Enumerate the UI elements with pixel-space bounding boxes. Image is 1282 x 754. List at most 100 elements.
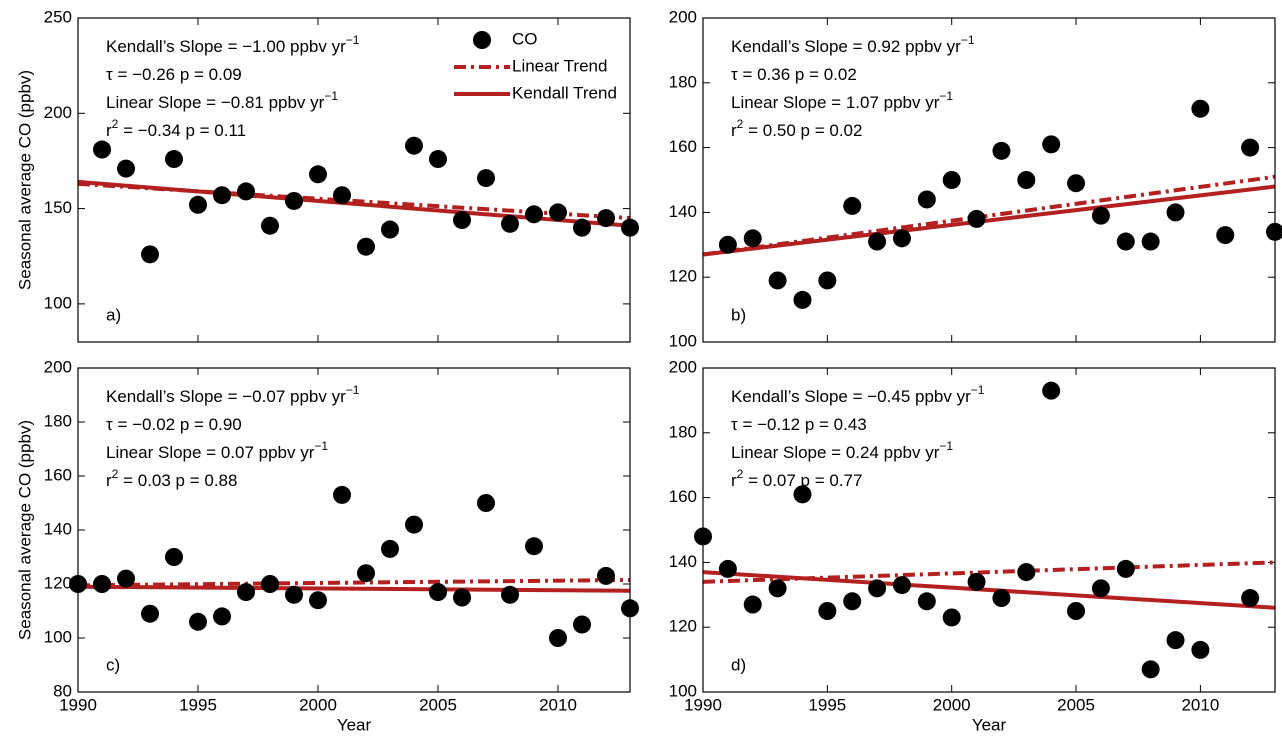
- annotation-text: Linear Slope = 0.24 ppbv yr: [731, 443, 940, 462]
- x-tick-label: 2010: [1181, 695, 1219, 714]
- data-point: [165, 150, 183, 169]
- data-point: [333, 186, 351, 205]
- data-point: [333, 485, 351, 504]
- annotation: τ = 0.36 p = 0.02: [731, 65, 857, 84]
- annotation: r2 = 0.07 p = 0.77: [731, 467, 862, 490]
- data-point: [992, 141, 1011, 160]
- y-tick-label: 80: [53, 681, 72, 700]
- trend-line: [78, 577, 630, 588]
- axes-frame: [702, 367, 1276, 693]
- data-point: [718, 559, 737, 578]
- superscript: −1: [961, 33, 975, 47]
- data-point: [573, 218, 591, 237]
- data-point: [793, 485, 812, 504]
- superscript: 2: [737, 117, 744, 131]
- data-point: [843, 592, 862, 611]
- data-point: [453, 588, 471, 607]
- data-point: [1241, 589, 1260, 608]
- data-point: [1067, 602, 1086, 620]
- y-tick-label: 100: [44, 293, 72, 312]
- annotation-text: Linear Slope = 1.07 ppbv yr: [731, 93, 940, 112]
- data-point: [818, 271, 837, 290]
- x-tick-label: 2005: [419, 695, 457, 714]
- panel-label: a): [106, 305, 121, 324]
- annotation-text: τ = −0.02 p = 0.90: [106, 415, 242, 434]
- panel-label: d): [731, 655, 746, 674]
- annotation: Kendall’s Slope = 0.92 ppbv yr−1: [731, 33, 975, 56]
- data-point: [405, 515, 423, 534]
- data-point: [967, 209, 986, 228]
- axes-frame: [702, 17, 1276, 343]
- annotation-text: r: [106, 121, 112, 140]
- data-point: [525, 205, 543, 224]
- data-point: [573, 615, 591, 634]
- superscript: −1: [971, 383, 985, 397]
- data-point: [892, 576, 911, 595]
- data-point: [285, 191, 303, 210]
- data-point: [309, 165, 327, 184]
- annotation-text: r: [731, 121, 737, 140]
- data-point: [237, 182, 255, 201]
- x-tick-label: 2000: [933, 695, 971, 714]
- superscript: −1: [314, 439, 328, 453]
- data-point: [357, 237, 375, 256]
- annotation-text: Kendall’s Slope = −0.07 ppbv yr: [106, 387, 346, 406]
- data-point: [117, 569, 135, 588]
- y-tick-label: 120: [44, 573, 72, 592]
- annotation-text: τ = −0.12 p = 0.43: [731, 415, 867, 434]
- data-point: [501, 214, 519, 233]
- trend-line: [703, 174, 1275, 257]
- annotation: Kendall’s Slope = −0.45 ppbv yr−1: [731, 383, 985, 406]
- annotation-text: r: [106, 471, 112, 490]
- annotation-text: τ = −0.26 p = 0.09: [106, 65, 242, 84]
- data-point: [501, 585, 519, 604]
- annotation-text: τ = 0.36 p = 0.02: [731, 65, 857, 84]
- data-point: [917, 190, 936, 209]
- superscript: 2: [112, 117, 119, 131]
- data-point: [477, 494, 495, 512]
- y-tick-label: 140: [44, 519, 72, 538]
- y-tick-label: 180: [669, 72, 697, 91]
- annotation-text: r: [731, 471, 737, 490]
- y-tick-label: 160: [44, 465, 72, 484]
- data-point: [1191, 640, 1210, 659]
- annotation-text: Linear Slope = 0.07 ppbv yr: [106, 443, 315, 462]
- data-point: [213, 186, 231, 205]
- data-point: [1266, 222, 1282, 241]
- data-point: [793, 290, 812, 309]
- x-tick-label: 1990: [59, 695, 97, 714]
- x-tick-label: 1995: [179, 695, 217, 714]
- annotation-text: Kendall’s Slope = 0.92 ppbv yr: [731, 37, 961, 56]
- superscript: −1: [939, 439, 953, 453]
- y-tick-label: 100: [669, 681, 697, 700]
- trend-line: [703, 570, 1275, 610]
- trend-line: [703, 560, 1275, 584]
- y-axis-label: Seasonal average CO (ppbv): [15, 70, 34, 290]
- annotation-text: Linear Slope = −0.81 ppbv yr: [106, 93, 325, 112]
- data-point: [261, 216, 279, 235]
- plot-area: [78, 577, 630, 593]
- x-tick-label: 1995: [808, 695, 846, 714]
- data-point: [1067, 174, 1086, 193]
- y-tick-label: 200: [669, 357, 697, 376]
- y-tick-label: 180: [44, 411, 72, 430]
- data-point: [189, 195, 207, 214]
- data-point: [381, 220, 399, 239]
- x-tick-label: 2000: [299, 695, 337, 714]
- annotation: Linear Slope = 1.07 ppbv yr−1: [731, 89, 953, 112]
- superscript: 2: [112, 467, 119, 481]
- legend-label: Linear Trend: [512, 56, 607, 75]
- data-point: [868, 579, 887, 598]
- annotation: r2 = 0.03 p = 0.88: [106, 467, 237, 490]
- y-tick-label: 100: [44, 627, 72, 646]
- annotation: τ = −0.26 p = 0.09: [106, 65, 242, 84]
- data-point: [597, 566, 615, 585]
- data-point: [1042, 135, 1061, 154]
- data-point: [942, 171, 961, 189]
- data-point: [429, 583, 447, 602]
- data-point: [141, 604, 159, 623]
- x-axis-label: Year: [337, 715, 372, 734]
- data-point: [1116, 559, 1135, 578]
- y-tick-label: 150: [44, 198, 72, 217]
- data-point: [357, 564, 375, 583]
